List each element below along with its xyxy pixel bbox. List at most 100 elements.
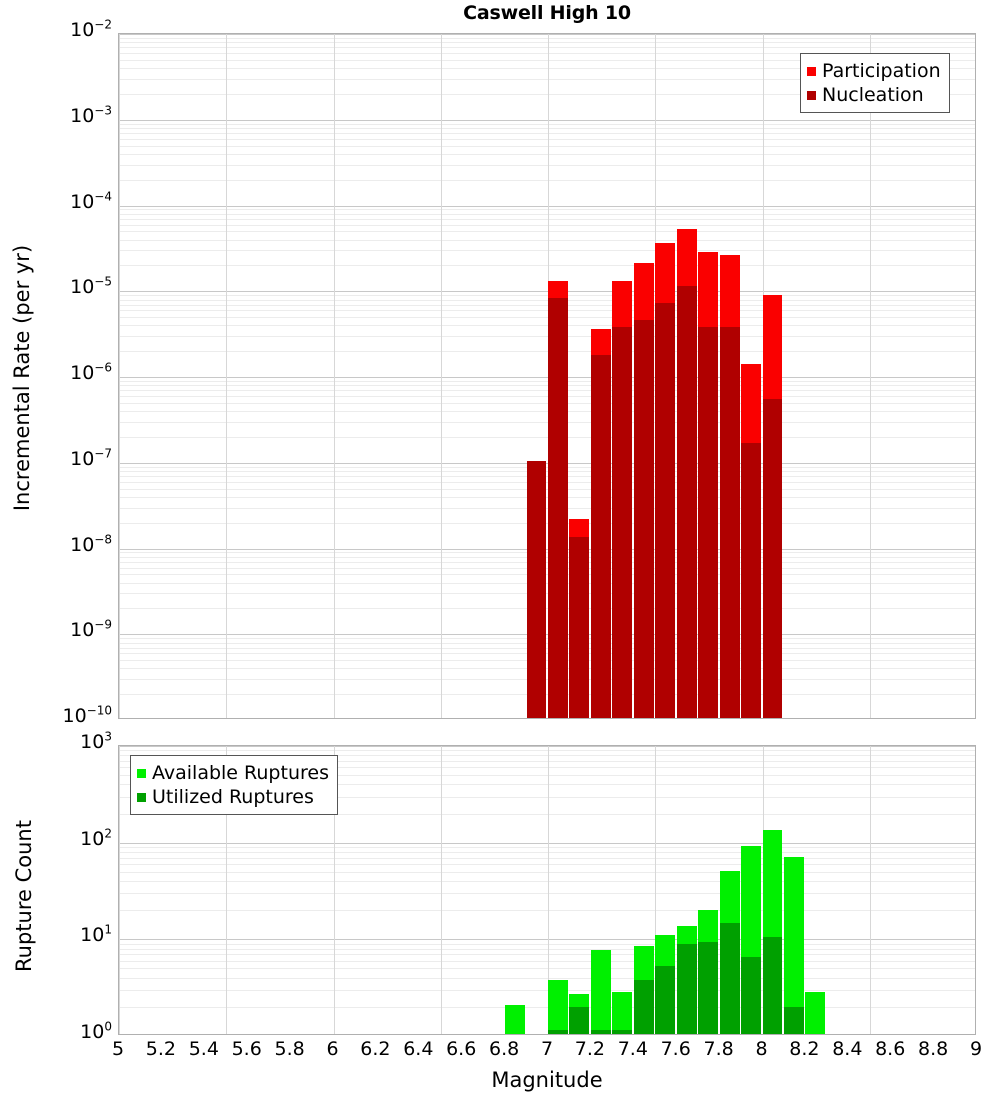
bar-group: [548, 746, 568, 1034]
gridline-major: [119, 206, 975, 207]
y-tick-label: 10−2: [70, 17, 112, 41]
bar-group: [805, 746, 826, 1034]
rupture-count-y-ticks: 103 102 101 100: [2, 731, 112, 1042]
bar-segment-utilized: [590, 1029, 611, 1034]
bar-segment-utilized: [762, 937, 783, 1034]
x-tick-label: 6.6: [446, 1038, 477, 1060]
x-tick-label: 6: [326, 1038, 339, 1060]
gridline-minor: [119, 336, 975, 337]
bar-group: [655, 746, 676, 1034]
gridline-minor: [119, 910, 975, 911]
gridline-minor: [119, 42, 975, 43]
gridline-minor: [119, 497, 975, 498]
bar-segment-available: [783, 857, 804, 1034]
gridline-minor: [119, 668, 975, 669]
gridline-minor: [119, 814, 975, 815]
bar-group: [569, 746, 590, 1034]
bar-group: [612, 34, 633, 718]
x-tick-label: 5.4: [188, 1038, 219, 1060]
gridline-major: [119, 634, 975, 635]
gridline-minor: [119, 893, 975, 894]
gridline-vertical: [870, 746, 871, 1034]
y-tick-label: 10−3: [70, 103, 112, 127]
gridline-minor: [119, 381, 975, 382]
legend-swatch-icon: [137, 768, 146, 778]
gridline-minor: [119, 305, 975, 306]
y-tick-label: 103: [80, 729, 112, 753]
gridline-vertical: [119, 746, 120, 1034]
x-tick-label: 5.8: [274, 1038, 305, 1060]
bar-group: [719, 746, 740, 1034]
gridline-minor: [119, 679, 975, 680]
gridline-minor: [119, 79, 975, 80]
gridline-minor: [119, 219, 975, 220]
gridline-minor: [119, 422, 975, 423]
bar-segment-nucleation: [698, 327, 719, 718]
bar-segment-available: [548, 980, 568, 1034]
bar-segment-utilized: [676, 943, 697, 1034]
gridline-minor: [119, 858, 975, 859]
y-tick-label: 10−5: [70, 274, 112, 299]
x-tick-label: 7: [540, 1038, 554, 1060]
bar-segment-nucleation: [612, 327, 633, 718]
legend-item: Participation: [807, 59, 941, 83]
bar-group: [762, 34, 783, 718]
gridline-minor: [119, 325, 975, 326]
gridline-minor: [119, 411, 975, 412]
gridline-minor: [119, 225, 975, 226]
bar-group: [676, 34, 697, 718]
gridline-minor: [119, 47, 975, 48]
gridline-major: [119, 939, 975, 940]
gridline-minor: [119, 761, 975, 762]
gridline-minor: [119, 209, 975, 210]
gridline-minor: [119, 385, 975, 386]
y-tick-label: 100: [80, 1019, 112, 1043]
gridline-vertical: [226, 34, 227, 718]
bar-group: [590, 34, 611, 718]
x-tick-label: 6.8: [488, 1038, 520, 1060]
gridline-minor: [119, 593, 975, 594]
gridline-minor: [119, 750, 975, 751]
gridline-vertical: [119, 34, 120, 718]
gridline-major: [119, 291, 975, 292]
gridline-minor: [119, 608, 975, 609]
x-tick-label: 7.2: [574, 1038, 605, 1060]
gridline-minor: [119, 437, 975, 438]
bar-group: [505, 746, 526, 1034]
gridline-minor: [119, 396, 975, 397]
gridline-minor: [119, 638, 975, 639]
gridline-minor: [119, 133, 975, 134]
gridline-minor: [119, 949, 975, 950]
gridline-minor: [119, 568, 975, 569]
bar-group: [698, 746, 719, 1034]
gridline-minor: [119, 60, 975, 61]
bar-segment-available: [805, 992, 826, 1034]
y-tick-label: 10−8: [70, 532, 112, 556]
incremental-rate-y-ticks: 10−2 10−3 10−4 10−5 10−6 10−7 10−8 10−9 10−10: [2, 19, 112, 726]
gridline-minor: [119, 139, 975, 140]
bar-group: [676, 746, 697, 1034]
gridline-major: [119, 377, 975, 378]
gridline-vertical: [655, 746, 656, 1034]
gridline-vertical: [441, 746, 442, 1034]
bar-group: [548, 34, 568, 718]
bar-segment-nucleation: [762, 399, 783, 718]
bar-segment-nucleation: [526, 460, 547, 718]
gridline-minor: [119, 154, 975, 155]
gridline-minor: [119, 295, 975, 296]
bar-segment-utilized: [655, 965, 676, 1034]
x-tick-label: 8.4: [832, 1038, 863, 1060]
gridline-minor: [119, 694, 975, 695]
gridline-minor: [119, 562, 975, 563]
legend-swatch-icon: [137, 792, 146, 802]
gridline-minor: [119, 847, 975, 848]
gridline-minor: [119, 476, 975, 477]
incremental-rate-plot: [118, 33, 976, 719]
x-axis-label: Magnitude: [491, 1068, 603, 1092]
bar-segment-utilized: [548, 1029, 568, 1034]
x-tick-label: 8.2: [789, 1038, 820, 1060]
x-tick-label: 8.8: [917, 1038, 949, 1060]
bar-group: [590, 746, 611, 1034]
gridline-minor: [119, 38, 975, 39]
